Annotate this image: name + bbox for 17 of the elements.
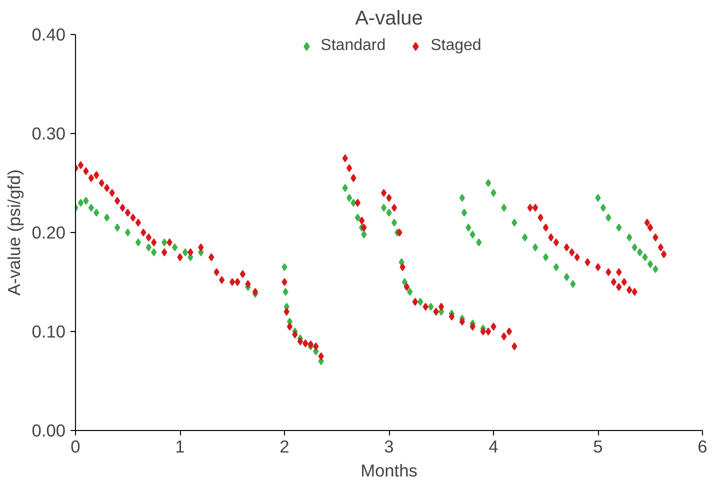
y-axis-title: A-value (psi/gfd) <box>4 169 24 296</box>
y-tick-label: 0.40 <box>32 24 66 44</box>
x-tick-label: 0 <box>70 436 80 456</box>
y-tick-label: 0.00 <box>32 420 66 440</box>
chart-title: A-value <box>355 8 423 30</box>
legend-label: Staged <box>430 37 482 55</box>
x-axis-title: Months <box>360 460 418 480</box>
y-tick-label: 0.20 <box>32 222 66 242</box>
y-tick-label: 0.10 <box>32 322 66 342</box>
x-tick-label: 4 <box>488 436 499 456</box>
x-tick-label: 1 <box>175 436 185 456</box>
x-tick-label: 6 <box>698 436 708 456</box>
legend-label: Standard <box>320 37 386 55</box>
x-tick-label: 2 <box>280 436 290 456</box>
y-tick-label: 0.30 <box>32 124 66 144</box>
x-tick-label: 3 <box>384 436 394 456</box>
x-tick-label: 5 <box>593 436 603 456</box>
